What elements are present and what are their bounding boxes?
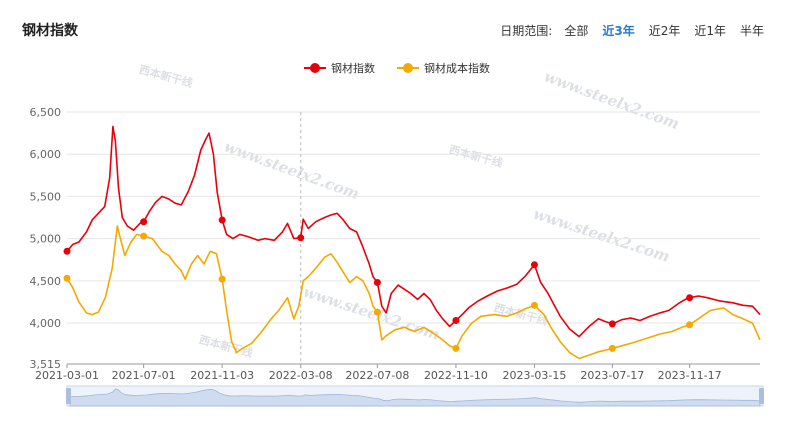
legend-item-steel-index[interactable]: 钢材指数 [304,60,375,76]
watermark-url: www.steelx2.com [531,205,672,266]
range-option-1y[interactable]: 近1年 [694,24,726,38]
point-steel-index [686,294,694,302]
point-steel-cost-index [63,274,71,282]
zoom-slider-preview [69,388,761,407]
range-option-all[interactable]: 全部 [564,24,589,38]
zoom-slider[interactable] [66,385,764,407]
watermark-logo: 西本新干线 [448,142,505,170]
x-tick-label: 2021-03-01 [35,369,99,382]
point-steel-index [297,234,305,242]
point-steel-index [218,216,226,224]
point-steel-cost-index [608,344,616,352]
legend-marker-steel-index [304,63,326,73]
range-option-half-year[interactable]: 半年 [739,24,764,38]
y-tick-label: 5,000 [30,233,62,246]
y-tick-label: 3,515 [30,358,62,371]
point-steel-cost-index [218,275,226,283]
point-steel-cost-index [452,344,460,352]
point-steel-index [140,218,148,226]
point-steel-index [452,317,460,325]
x-tick-label: 2022-07-08 [345,369,409,382]
point-steel-cost-index [530,301,538,309]
x-tick-label: 2023-03-15 [502,369,566,382]
y-tick-label: 5,500 [30,190,62,203]
y-tick-label: 4,000 [30,317,62,330]
point-steel-index [373,279,381,287]
point-steel-cost-index [140,232,148,240]
watermark-url: www.steelx2.com [301,283,442,344]
watermark-logo: 西本新干线 [493,300,550,328]
x-tick-label: 2023-07-17 [580,369,644,382]
watermark-url: www.steelx2.com [222,138,362,204]
y-tick-label: 4,500 [30,275,62,288]
x-tick-label: 2023-11-17 [658,369,722,382]
range-option-2y[interactable]: 近2年 [648,24,681,38]
point-steel-index [63,247,71,255]
watermark-url: www.steelx2.com [542,68,682,134]
range-option-3y[interactable]: 近3年 [602,24,635,38]
y-tick-label: 6,500 [30,106,62,119]
date-range-selector: 日期范围: 全部 近3年 近2年 近1年 半年 [500,22,764,39]
point-steel-index [530,261,538,269]
series-line-steel-cost-index [66,225,761,360]
point-steel-cost-index [686,321,694,329]
page-title: 钢材指数 [22,23,78,39]
chart-legend: 钢材指数 钢材成本指数 [0,60,794,76]
legend-marker-steel-cost-index [397,63,419,73]
x-tick-label: 2021-11-03 [190,369,254,382]
x-tick-label: 2022-11-10 [424,369,488,382]
point-steel-cost-index [373,308,381,316]
zoom-handle-right[interactable] [759,388,764,404]
legend-label-steel-index: 钢材指数 [331,62,375,75]
y-tick-label: 6,000 [30,148,62,161]
series-line-steel-index [66,125,761,338]
watermark-logo: 西本新干线 [138,62,195,90]
watermark-layer: www.steelx2.com www.steelx2.com www.steelx… [138,62,682,360]
zoom-handle-left[interactable] [66,388,71,404]
x-tick-label: 2021-07-01 [112,369,176,382]
legend-label-steel-cost-index: 钢材成本指数 [424,62,490,75]
point-steel-index [608,320,616,328]
date-range-label: 日期范围: [500,24,553,38]
legend-item-steel-cost-index[interactable]: 钢材成本指数 [397,60,490,76]
x-tick-label: 2022-03-08 [269,369,333,382]
